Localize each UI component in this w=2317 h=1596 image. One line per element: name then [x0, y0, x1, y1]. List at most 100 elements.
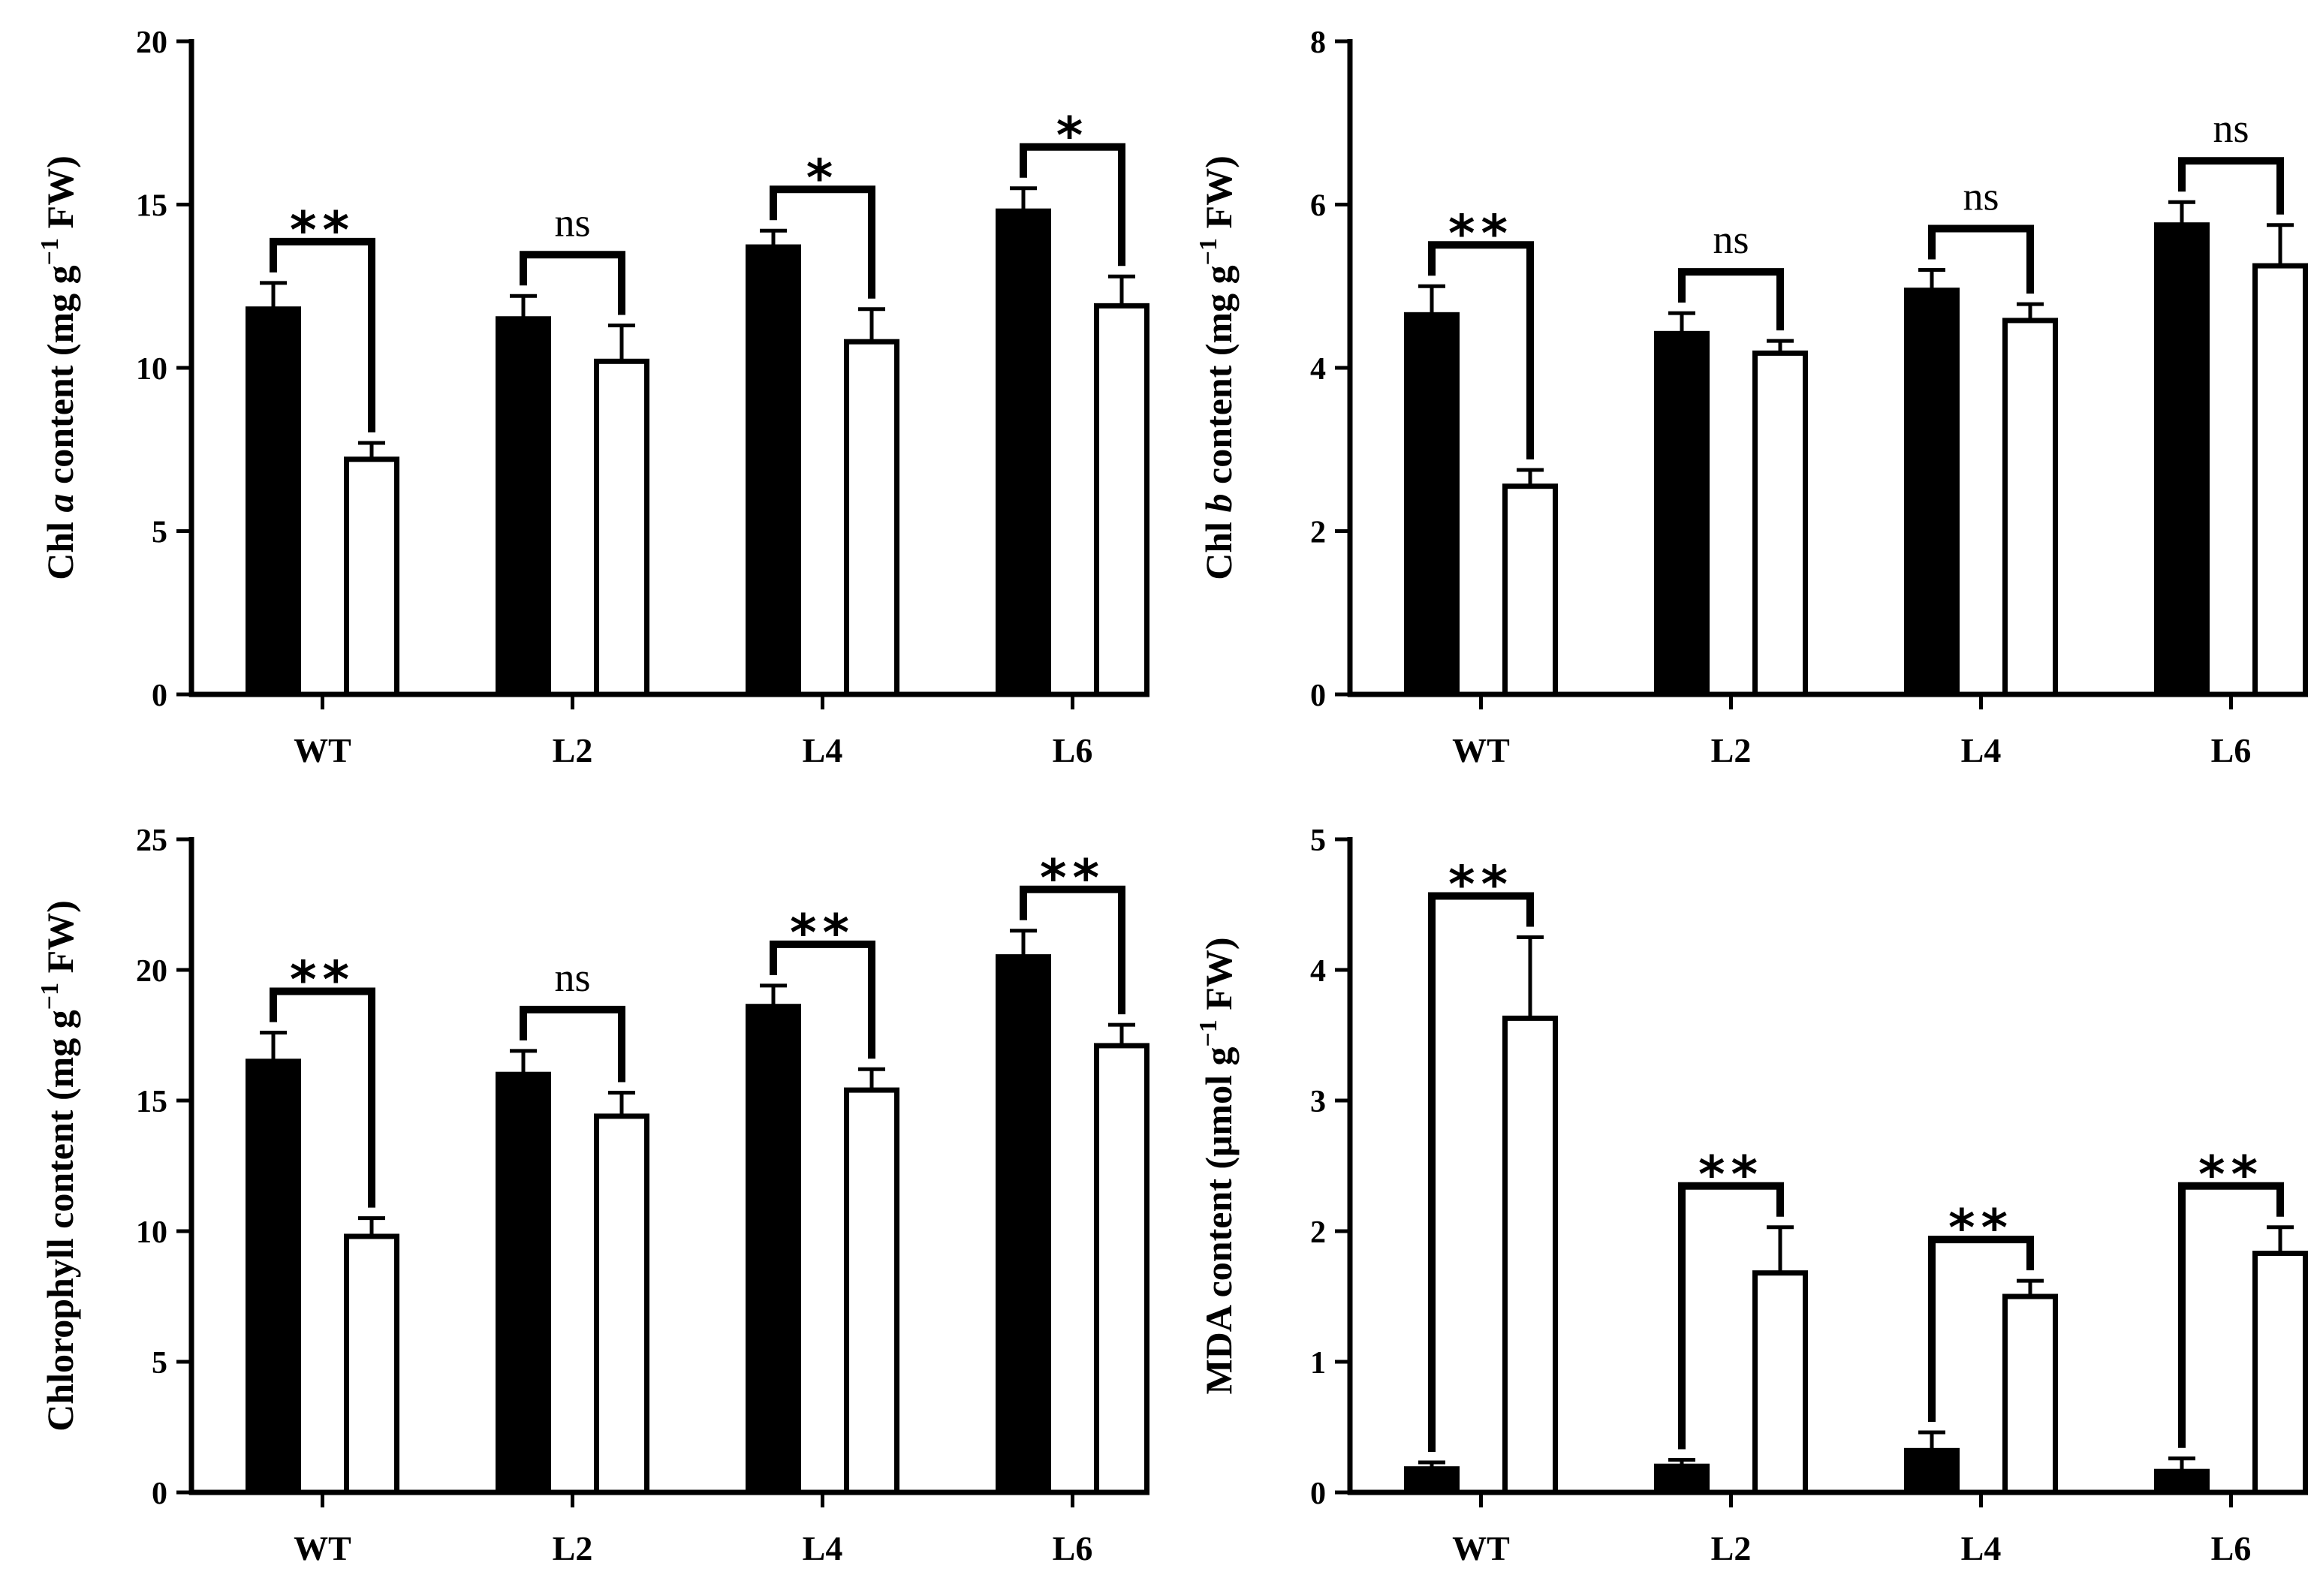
bar-open-l4 — [844, 339, 899, 697]
significance-label: ** — [1948, 1199, 2014, 1258]
y-tick-label: 2 — [1310, 1215, 1326, 1250]
y-axis-label: Chl b content (mg g−1 FW) — [1195, 155, 1240, 580]
significance-bracket — [1428, 241, 1534, 459]
significance-label: ** — [290, 951, 355, 1010]
bar-filled-wt — [246, 1058, 301, 1495]
bar-open-l2 — [594, 1113, 649, 1495]
y-tick-label: 6 — [1310, 189, 1326, 224]
y-tick-label: 2 — [1310, 516, 1326, 550]
x-tick-label-wt: WT — [294, 1529, 351, 1567]
significance-bracket — [1428, 892, 1534, 1452]
x-tick-label-l6: L6 — [2211, 731, 2252, 769]
significance-bracket — [520, 1005, 625, 1083]
chart-chlorophyll: 0 5 10 15 20 25 Chlorophyll content (mg g−1 FW… — [36, 824, 1149, 1567]
bar-open-wt — [344, 456, 399, 697]
x-tick-label-l6: L6 — [1053, 1529, 1093, 1567]
x-tick-label-wt: WT — [1452, 731, 1510, 769]
significance-label: ** — [1448, 856, 1514, 915]
bar-filled-l6 — [2154, 222, 2210, 697]
significance-bracket — [520, 251, 625, 315]
x-tick-label-wt: WT — [1452, 1529, 1510, 1567]
bar-filled-l6 — [996, 954, 1051, 1495]
bar-open-l4 — [2002, 1293, 2058, 1495]
significance-label: ** — [1448, 204, 1514, 263]
x-tick-label-l2: L2 — [1711, 1529, 1752, 1567]
y-axis-label: MDA content (μmol g−1 FW) — [1195, 937, 1240, 1394]
y-tick-label: 25 — [136, 824, 167, 858]
x-tick-label-l6: L6 — [2211, 1529, 2252, 1567]
x-tick-label-l2: L2 — [1711, 731, 1752, 769]
significance-bracket — [770, 185, 875, 299]
y-tick-label: 0 — [152, 1477, 167, 1511]
bar-filled-l2 — [1654, 1463, 1710, 1495]
bar-filled-l6 — [2154, 1468, 2210, 1495]
bar-open-l6 — [1094, 303, 1149, 697]
significance-bracket — [2178, 157, 2284, 215]
significance-label: ** — [1040, 849, 1105, 908]
x-tick-label-l4: L4 — [1961, 731, 2002, 769]
significance-label: ns — [1963, 174, 1999, 219]
significance-label: ** — [790, 904, 855, 963]
x-tick-label-l2: L2 — [553, 1529, 593, 1567]
significance-label: ns — [554, 200, 590, 245]
bar-filled-wt — [1404, 312, 1460, 697]
bar-open-l6 — [2252, 1251, 2308, 1495]
y-tick-label: 5 — [1310, 824, 1326, 858]
significance-label: ** — [1698, 1146, 1764, 1205]
significance-label: ** — [2198, 1146, 2264, 1205]
bar-filled-wt — [1404, 1466, 1460, 1495]
y-tick-label: 0 — [1310, 679, 1326, 713]
significance-bracket — [1678, 1182, 1784, 1450]
y-tick-label: 1 — [1310, 1346, 1326, 1381]
significance-label: ns — [2213, 106, 2249, 151]
y-tick-label: 4 — [1310, 954, 1326, 989]
x-tick-label-l4: L4 — [803, 731, 843, 769]
significance-bracket — [770, 940, 875, 1059]
significance-label: * — [1056, 107, 1089, 166]
y-tick-label: 5 — [152, 516, 167, 550]
y-tick-label: 20 — [136, 954, 167, 989]
y-tick-label: 10 — [136, 1215, 167, 1250]
y-tick-label: 15 — [136, 1085, 167, 1119]
significance-bracket — [2178, 1182, 2284, 1448]
y-tick-label: 20 — [136, 26, 167, 60]
y-axis-label: Chlorophyll content (mg g−1 FW) — [36, 900, 81, 1432]
bar-open-l2 — [1752, 350, 1808, 697]
y-tick-label: 0 — [1310, 1477, 1326, 1511]
significance-bracket — [1928, 224, 2034, 294]
y-tick-label: 5 — [152, 1346, 167, 1381]
x-tick-label-l4: L4 — [803, 1529, 843, 1567]
significance-bracket — [1020, 143, 1125, 267]
chart-chl-b: 0 2 4 6 8 Chl b content (mg g−1 FW) WT ** L2 ns L4… — [1195, 26, 2308, 769]
bar-open-l4 — [844, 1087, 899, 1495]
significance-label: ns — [1713, 217, 1749, 262]
bar-open-l6 — [2252, 263, 2308, 697]
bar-filled-l4 — [1904, 1447, 1960, 1495]
significance-bracket — [1020, 885, 1125, 1015]
x-tick-label-l4: L4 — [1961, 1529, 2002, 1567]
bar-open-wt — [1502, 483, 1558, 697]
x-tick-label-l6: L6 — [1053, 731, 1093, 769]
significance-label: * — [806, 149, 839, 208]
bar-open-wt — [344, 1233, 399, 1495]
significance-bracket — [270, 987, 375, 1208]
y-axis-label: Chl a content (mg g−1 FW) — [36, 155, 81, 580]
bar-filled-l4 — [746, 244, 801, 697]
bar-open-wt — [1502, 1015, 1558, 1495]
y-tick-label: 15 — [136, 189, 167, 224]
bar-filled-l2 — [496, 1071, 551, 1495]
chart-mda: 0 1 2 3 4 5 MDA content (μmol g−1 FW) WT ** L2 ** L… — [1195, 824, 2308, 1567]
bar-filled-l2 — [496, 316, 551, 697]
bar-open-l2 — [1752, 1270, 1808, 1495]
y-tick-label: 8 — [1310, 26, 1326, 60]
x-tick-label-wt: WT — [294, 731, 351, 769]
bar-filled-wt — [246, 306, 301, 697]
bar-open-l4 — [2002, 318, 2058, 697]
y-tick-label: 10 — [136, 352, 167, 387]
bar-filled-l4 — [746, 1004, 801, 1495]
significance-bracket — [1928, 1236, 2034, 1422]
bar-open-l2 — [594, 358, 649, 697]
significance-bracket — [270, 237, 375, 433]
